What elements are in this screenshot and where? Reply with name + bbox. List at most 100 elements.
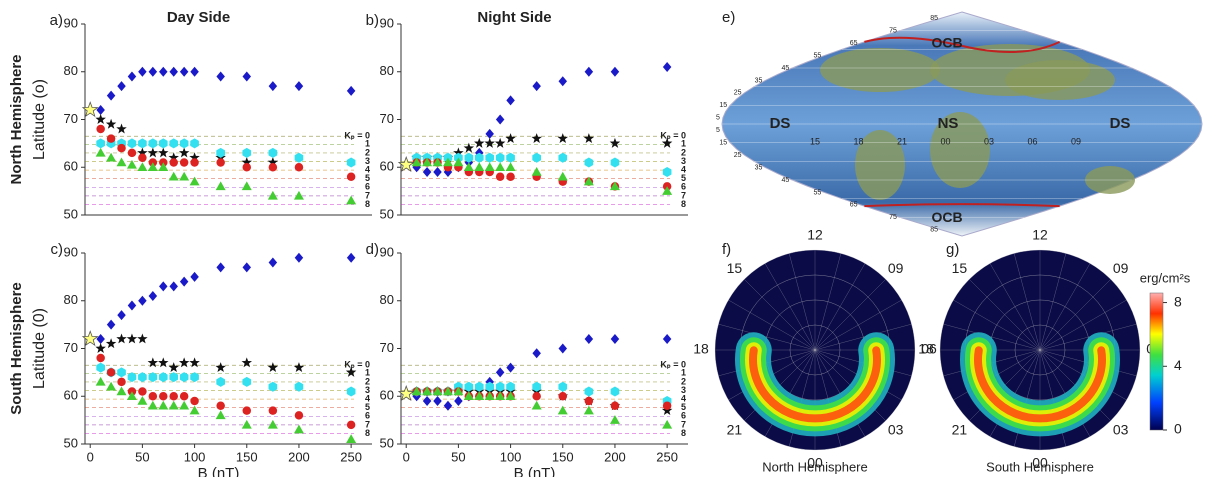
marker-hexagon xyxy=(138,372,147,382)
marker-star xyxy=(584,133,594,143)
marker-diamond xyxy=(96,334,105,344)
y-tick-label: 80 xyxy=(64,63,78,78)
marker-star xyxy=(484,138,494,148)
marker-diamond xyxy=(138,67,147,77)
lon-label: 15 xyxy=(810,136,820,146)
marker-circle xyxy=(295,163,304,172)
marker-hexagon xyxy=(96,138,105,148)
marker-hexagon xyxy=(611,386,620,396)
y-tick-label: 90 xyxy=(64,15,78,30)
marker-diamond xyxy=(585,67,594,77)
y-tick-label: 50 xyxy=(64,206,78,221)
figure: a)Day SideLatitude (o)North Hemisphere50… xyxy=(0,0,1205,477)
marker-hexagon xyxy=(180,138,189,148)
kp-label: 8 xyxy=(365,428,370,438)
ds-label: DS xyxy=(1110,115,1131,132)
marker-hexagon xyxy=(496,153,505,163)
marker-triangle xyxy=(532,167,542,176)
lat-label: 5 xyxy=(716,127,720,134)
marker-diamond xyxy=(107,91,116,101)
marker-circle xyxy=(243,406,252,415)
marker-diamond xyxy=(454,396,463,406)
marker-star xyxy=(268,362,278,372)
marker-star xyxy=(495,138,505,148)
marker-triangle xyxy=(216,410,226,419)
marker-circle xyxy=(96,125,105,134)
marker-triangle xyxy=(558,172,568,181)
panel-title: Night Side xyxy=(477,9,551,26)
marker-star xyxy=(106,119,116,129)
y-tick-label: 70 xyxy=(380,340,394,355)
caption: South Hemisphere xyxy=(986,459,1094,474)
y-tick-label: 70 xyxy=(64,340,78,355)
marker-hexagon xyxy=(532,153,541,163)
marker-star xyxy=(127,333,137,343)
marker-hexagon xyxy=(585,157,594,167)
marker-triangle xyxy=(584,406,594,415)
landmass xyxy=(820,48,940,92)
marker-circle xyxy=(138,153,147,162)
lon-label: 21 xyxy=(897,136,907,146)
marker-diamond xyxy=(216,72,225,82)
x-tick-label: 100 xyxy=(184,449,206,464)
marker-triangle xyxy=(662,420,672,429)
marker-diamond xyxy=(532,348,541,358)
marker-hexagon xyxy=(180,372,189,382)
marker-hexagon xyxy=(117,367,126,377)
marker-diamond xyxy=(611,334,620,344)
marker-triangle xyxy=(268,420,278,429)
x-tick-label: 100 xyxy=(500,449,522,464)
marker-circle xyxy=(190,397,199,406)
marker-star xyxy=(158,357,168,367)
marker-diamond xyxy=(433,167,442,177)
marker-star xyxy=(158,147,168,157)
lat-label: 25 xyxy=(734,90,742,97)
x-axis-label: B (nT) xyxy=(198,465,240,477)
y-tick-label: 90 xyxy=(64,244,78,259)
y-tick-label: 60 xyxy=(380,388,394,403)
panel-label: f) xyxy=(722,241,731,258)
lat-label: 75 xyxy=(889,214,897,221)
ns-label: NS xyxy=(938,115,959,132)
marker-triangle xyxy=(179,172,189,181)
x-tick-label: 200 xyxy=(288,449,310,464)
marker-diamond xyxy=(216,262,225,272)
marker-diamond xyxy=(423,167,432,177)
panel-label: d) xyxy=(366,241,379,258)
marker-star xyxy=(95,114,105,124)
marker-circle xyxy=(585,397,594,406)
marker-diamond xyxy=(138,296,147,306)
marker-hexagon xyxy=(159,138,168,148)
marker-triangle xyxy=(268,191,278,200)
x-tick-label: 50 xyxy=(135,449,149,464)
lat-label: 65 xyxy=(850,40,858,47)
caption: North Hemisphere xyxy=(762,459,868,474)
marker-hexagon xyxy=(169,138,178,148)
marker-hexagon xyxy=(347,157,356,167)
marker-triangle xyxy=(96,148,106,157)
marker-star xyxy=(179,147,189,157)
marker-circle xyxy=(269,163,278,172)
marker-circle xyxy=(190,158,199,167)
marker-hexagon xyxy=(242,377,251,387)
hour-label: 21 xyxy=(727,421,743,437)
marker-diamond xyxy=(117,81,126,91)
hour-label: 21 xyxy=(952,421,968,437)
marker-diamond xyxy=(169,67,178,77)
lat-label: 65 xyxy=(850,202,858,209)
marker-circle xyxy=(269,406,278,415)
y-tick-label: 50 xyxy=(380,435,394,450)
x-tick-label: 150 xyxy=(552,449,574,464)
marker-circle xyxy=(559,392,568,401)
marker-star xyxy=(137,333,147,343)
marker-triangle xyxy=(117,157,127,166)
marker-triangle xyxy=(106,382,116,391)
y-tick-label: 60 xyxy=(64,159,78,174)
marker-star xyxy=(116,333,126,343)
x-tick-label: 0 xyxy=(403,449,410,464)
marker-triangle xyxy=(169,172,179,181)
marker-triangle xyxy=(532,401,542,410)
marker-diamond xyxy=(506,95,515,105)
hour-label: 03 xyxy=(1113,421,1129,437)
marker-triangle xyxy=(346,434,356,443)
